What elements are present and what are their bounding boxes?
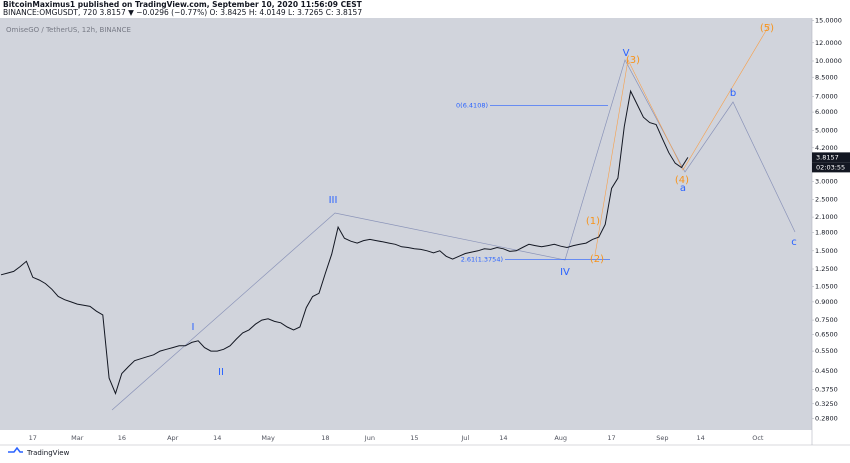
y-tick-label: 0.6500 bbox=[815, 330, 838, 338]
y-tick-label: 1.5000 bbox=[815, 247, 838, 255]
x-tick-label: 14 bbox=[696, 434, 704, 442]
y-tick-label: 10.0000 bbox=[815, 57, 842, 65]
y-tick-label: 12.0000 bbox=[815, 39, 842, 47]
wave-label: II bbox=[218, 367, 224, 378]
y-tick-label: 6.0000 bbox=[815, 108, 838, 116]
wave-label: (5) bbox=[760, 23, 774, 34]
countdown-tag bbox=[812, 162, 850, 173]
y-tick-label: 0.3250 bbox=[815, 400, 838, 408]
y-tick-label: 8.5000 bbox=[815, 73, 838, 81]
y-tick-label: 7.0000 bbox=[815, 93, 838, 101]
y-tick-label: 2.5000 bbox=[815, 196, 838, 204]
wave-label: b bbox=[730, 88, 736, 99]
fib-label: 0(6.4108) bbox=[456, 101, 488, 109]
wave-label: c bbox=[791, 237, 797, 248]
y-tick-label: 15.0000 bbox=[815, 16, 842, 24]
x-tick-label: Jul bbox=[460, 434, 469, 442]
chart-title: OmiseGO / TetherUS, 12h, BINANCE bbox=[6, 26, 131, 34]
x-tick-label: May bbox=[261, 434, 275, 442]
wave-label: (1) bbox=[586, 216, 600, 227]
x-tick-label: 14 bbox=[499, 434, 507, 442]
y-tick-label: 5.0000 bbox=[815, 126, 838, 134]
y-tick-label: 0.5500 bbox=[815, 347, 838, 355]
x-tick-label: Jun bbox=[364, 434, 375, 442]
y-tick-label: 0.3750 bbox=[815, 385, 838, 393]
x-tick-label: 16 bbox=[118, 434, 126, 442]
subwave-lines bbox=[594, 23, 771, 256]
wave-label: (2) bbox=[590, 254, 604, 265]
x-tick-label: Aug bbox=[554, 434, 567, 442]
x-tick-label: Oct bbox=[752, 434, 764, 442]
fib-label: 2.61(1.3754) bbox=[461, 255, 503, 263]
wave-label: III bbox=[329, 195, 338, 206]
wave-label: (4) bbox=[675, 175, 689, 186]
countdown-label: 02:03:55 bbox=[816, 163, 845, 171]
wave-label: V bbox=[623, 48, 630, 59]
price-tag bbox=[812, 152, 850, 163]
x-tick-label: Mar bbox=[71, 434, 84, 442]
x-tick-label: Apr bbox=[167, 434, 179, 442]
x-tick-label: 18 bbox=[321, 434, 329, 442]
y-tick-label: 0.7500 bbox=[815, 316, 838, 324]
y-tick-label: 4.2000 bbox=[815, 144, 838, 152]
wave-label: a bbox=[680, 183, 686, 194]
x-tick-label: 14 bbox=[213, 434, 221, 442]
price-line bbox=[0, 89, 689, 395]
author-line: BitcoinMaximus1 published on TradingView… bbox=[3, 0, 363, 9]
y-tick-label: 1.0500 bbox=[815, 282, 838, 290]
price-tag-label: 3.8157 bbox=[816, 153, 839, 161]
brand: TradingView bbox=[26, 449, 70, 457]
wave-label: IV bbox=[560, 267, 570, 278]
y-tick-label: 2.1000 bbox=[815, 213, 838, 221]
symbol-line: BINANCE:OMGUSDT, 720 3.8157 ▼ −0.0296 (−… bbox=[3, 8, 362, 17]
x-tick-label: 17 bbox=[607, 434, 615, 442]
y-tick-label: 0.4500 bbox=[815, 367, 838, 375]
plot-area bbox=[0, 18, 812, 430]
wave-lines bbox=[111, 59, 796, 411]
x-tick-label: 17 bbox=[29, 434, 37, 442]
y-tick-label: 1.2500 bbox=[815, 265, 838, 273]
y-tick-label: 0.2800 bbox=[815, 415, 838, 423]
y-tick-label: 3.0000 bbox=[815, 177, 838, 185]
y-tick-label: 1.8000 bbox=[815, 229, 838, 237]
wave-label: I bbox=[192, 322, 195, 333]
x-tick-label: 15 bbox=[410, 434, 418, 442]
x-tick-label: Sep bbox=[656, 434, 668, 442]
logo-icon bbox=[8, 446, 23, 453]
y-tick-label: 0.9000 bbox=[815, 298, 838, 306]
wave-label: (3) bbox=[626, 55, 640, 66]
